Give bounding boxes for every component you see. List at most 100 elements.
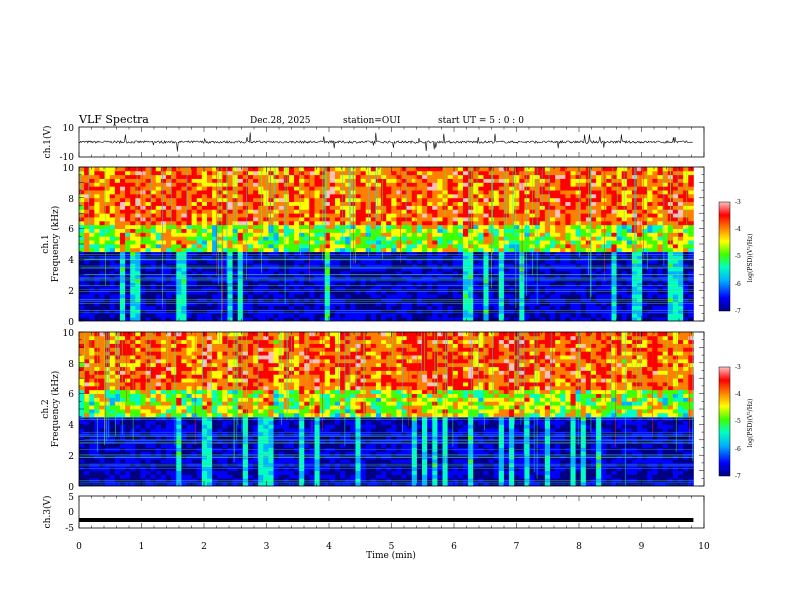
spectrogram-cell	[191, 217, 198, 222]
spectrogram-cell	[678, 174, 684, 179]
spectrogram-cell	[299, 305, 305, 310]
spectrogram-cell	[119, 309, 126, 314]
spectrogram-cell	[642, 294, 648, 299]
spectrogram-cell	[268, 270, 274, 276]
spectrogram-cell	[278, 297, 285, 303]
spectrogram-cell	[334, 247, 341, 253]
spectrogram-cell	[263, 167, 269, 172]
spectrogram-cell	[539, 201, 546, 206]
spectrogram-cell	[590, 178, 597, 183]
spectrogram-cell	[319, 259, 326, 264]
spectrogram-cell	[334, 232, 341, 237]
spectrogram-cell	[206, 213, 213, 218]
spectrogram-cell	[657, 232, 664, 237]
spectrogram-cell	[242, 186, 249, 191]
spectrogram-cell	[109, 259, 116, 264]
spectrogram-cell	[590, 290, 597, 295]
spectrogram-cell	[217, 305, 223, 310]
spectrogram-cell	[642, 232, 648, 237]
spectrogram-cell	[560, 236, 566, 241]
spectrogram-cell	[672, 274, 679, 280]
spectrogram-cell	[166, 170, 172, 176]
spectrogram-cell	[191, 305, 198, 310]
spectrogram-cell	[104, 213, 111, 218]
spectrogram-cell	[145, 244, 152, 249]
spectrogram-cell	[401, 240, 408, 245]
spectrogram-cell	[278, 182, 285, 187]
spectrogram-cell	[611, 255, 617, 260]
spectrogram-cell	[324, 224, 331, 229]
spectrogram-cell	[555, 290, 561, 295]
spectrogram-cell	[575, 247, 582, 253]
spectrogram-cell	[196, 213, 203, 218]
spectrogram-cell	[288, 282, 295, 287]
spectrogram-cell	[590, 286, 597, 291]
spectrogram-cell	[171, 294, 177, 299]
spectrogram-cell	[222, 317, 228, 321]
spectrogram-cell	[396, 297, 402, 303]
spectrogram-cell	[411, 286, 418, 291]
spectrogram-cell	[642, 259, 648, 264]
spectrogram-cell	[273, 174, 280, 179]
spectrogram-cell	[427, 232, 433, 237]
spectrogram-cell	[432, 263, 438, 268]
spectrogram-cell	[688, 213, 694, 218]
spectrogram-cell	[457, 197, 464, 203]
spectrogram-cell	[401, 282, 408, 287]
spectrogram-cell	[606, 190, 612, 195]
spectrogram-cell	[160, 313, 167, 318]
spectrogram-cell	[171, 174, 177, 179]
spectrogram-cell	[227, 205, 233, 210]
spectrogram-cell	[104, 259, 111, 264]
spectrogram-cell	[309, 213, 315, 218]
spectrogram-cell	[401, 294, 408, 299]
spectrogram-cell	[565, 193, 571, 199]
spectrogram-cell	[442, 255, 449, 260]
spectrogram-cell	[498, 201, 505, 206]
spectrogram-cell	[626, 209, 633, 214]
spectrogram-cell	[483, 174, 489, 179]
spectrogram-cell	[176, 270, 182, 276]
spectrogram-cell	[452, 244, 459, 249]
spectrogram-cell	[647, 178, 653, 183]
spectrogram-cell	[263, 236, 269, 241]
spectrogram-cell	[565, 201, 571, 206]
spectrogram-cell	[166, 240, 172, 245]
spectrogram-cell	[457, 209, 464, 214]
spectrogram-cell	[299, 236, 305, 241]
spectrogram-cell	[570, 186, 577, 191]
spectrogram-cell	[555, 240, 561, 245]
spectrogram-cell	[524, 205, 530, 210]
spectrogram-cell	[585, 274, 592, 280]
spectrogram-cell	[422, 224, 428, 229]
spectrogram-cell	[524, 290, 530, 295]
spectrogram-cell	[222, 236, 228, 241]
spectrogram-cell	[232, 186, 239, 191]
spectrogram-cell	[324, 201, 331, 206]
spectrogram-cell	[642, 197, 648, 203]
spectrogram-cell	[601, 170, 607, 176]
spectrogram-cell	[324, 244, 331, 249]
spectrogram-cell	[130, 190, 136, 195]
spectrogram-cell	[114, 224, 121, 229]
spectrogram-cell	[386, 205, 392, 210]
spectrogram-cell	[590, 236, 597, 241]
spectrogram-cell	[299, 182, 305, 187]
spectrogram-cell	[345, 247, 351, 253]
spectrogram-cell	[355, 263, 361, 268]
spectrogram-cell	[314, 294, 321, 299]
spectrogram-cell	[509, 270, 515, 276]
spectrogram-cell	[237, 178, 244, 183]
spectrogram-cell	[478, 305, 484, 310]
spectrogram-cell	[406, 274, 413, 280]
spectrogram-cell	[227, 294, 233, 299]
spectrogram-cell	[493, 217, 500, 222]
spectrogram-cell	[360, 251, 367, 256]
spectrogram-cell	[478, 232, 484, 237]
spectrogram-cell	[186, 297, 193, 303]
spectrogram-cell	[227, 267, 233, 272]
spectrogram-cell	[386, 182, 392, 187]
spectrogram-cell	[544, 255, 551, 260]
spectrogram-cell	[247, 259, 254, 264]
spectrogram-cell	[125, 297, 131, 303]
